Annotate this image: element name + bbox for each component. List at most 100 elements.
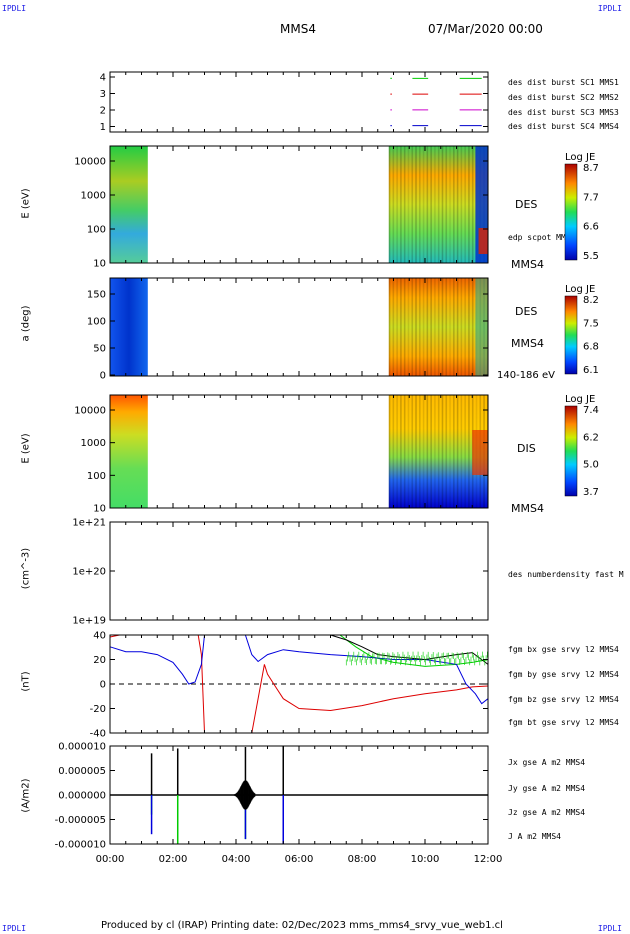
dis-energy-streak [441, 395, 444, 508]
des-pitch-streak [460, 278, 463, 376]
des-pitch-streak [419, 278, 421, 376]
ytick-label-current: -0.000010 [55, 840, 106, 851]
des-energy-streak [407, 146, 410, 263]
dis-energy-colorbar [564, 405, 578, 497]
legend-density: des numberdensity fast M [508, 570, 624, 579]
des-energy-streak [434, 146, 436, 263]
dis-energy-streak [419, 395, 421, 508]
des-energy-streak [422, 146, 425, 263]
ytick-label-des_pitch: 100 [87, 317, 106, 328]
des-energy-colorbar [564, 163, 578, 261]
ytick-label-dis_energy: 1000 [81, 438, 106, 449]
ytick-label-des_energy: 100 [87, 225, 106, 236]
corner-mark-bottom-left: IPDLI [2, 924, 27, 933]
time-axis-label: 08:00 [348, 854, 377, 865]
label-des-energy-sc: MMS4 [511, 258, 544, 271]
time-axis-label: 12:00 [474, 854, 503, 865]
dis-energy-streak [430, 395, 432, 508]
dis-energy-colorbar-tick: 3.7 [583, 487, 599, 498]
des-energy-streak [426, 146, 429, 263]
dis-energy-streak [407, 395, 410, 508]
corner-mark-top-left: IPDLI [2, 4, 27, 13]
date-title: 07/Mar/2020 00:00 [428, 22, 543, 36]
dis-energy-red-patch [472, 430, 488, 475]
des-energy-streak [445, 146, 448, 263]
ytick-label-des_energy: 10000 [74, 157, 106, 168]
des-energy-colorbar-title: Log JE [565, 152, 595, 163]
legend-by: fgm by gse srvy l2 MMS4 [508, 670, 619, 679]
ytick-label-current: -0.000005 [55, 815, 106, 826]
legend-jz: Jz gse A m2 MMS4 [508, 808, 586, 817]
des-pitch-streak [434, 278, 436, 376]
des-energy-colorbar-tick: 8.7 [583, 163, 599, 174]
des-pitch-streak [464, 278, 466, 376]
des-energy-streak [456, 146, 459, 263]
des-pitch-colorbar [564, 295, 578, 375]
footer-credit: Produced by cl (IRAP) Printing date: 02/… [101, 920, 503, 931]
ytick-label-density: 1e+21 [72, 518, 106, 529]
dis-energy-streak [396, 395, 398, 508]
des-energy-streak [415, 146, 417, 263]
des-energy-streak [441, 146, 444, 263]
des-energy-streak [460, 146, 463, 263]
dis-energy-colorbar-tick: 6.2 [583, 432, 599, 443]
label-des-pitch: DES [515, 305, 538, 318]
ytick-label-current: 0.000010 [58, 742, 106, 753]
des-pitch-streak [422, 278, 425, 376]
des-pitch-colorbar-tick: 6.8 [583, 342, 599, 353]
des-energy-streak [403, 146, 406, 263]
des-energy-block-late [388, 146, 488, 263]
ytick-label-des_pitch: 50 [93, 344, 106, 355]
panel-frame-availability [109, 71, 489, 133]
dis-energy-streak [415, 395, 417, 508]
ytick-label-bfield: 40 [93, 631, 106, 642]
dis-energy-streak [388, 395, 391, 508]
dis-energy-streak [437, 395, 440, 508]
dis-energy-block-late [388, 395, 488, 508]
ytick-label-bfield: 20 [93, 655, 106, 666]
ytick-label-des_pitch: 0 [100, 371, 106, 382]
ytick-label-bfield: 0 [100, 680, 106, 691]
ytick-label-current: 0.000000 [58, 791, 106, 802]
des-pitch-streak [468, 278, 470, 376]
dis-energy-streak [449, 395, 451, 508]
des-pitch-edge [475, 278, 488, 376]
time-axis-label: 10:00 [411, 854, 440, 865]
des-energy-block-early [110, 146, 148, 263]
label-dis-energy-sc: MMS4 [511, 502, 544, 515]
des-pitch-streak [392, 278, 395, 376]
ytick-label-availability: 2 [100, 106, 106, 117]
ytick-label-density: 1e+19 [72, 616, 106, 627]
ytick-label-dis_energy: 100 [87, 471, 106, 482]
corner-mark-bottom-right: IPDLI [597, 924, 622, 933]
ytick-label-des_energy: 10 [93, 259, 106, 270]
dis-energy-streak [403, 395, 406, 508]
des-energy-streak [468, 146, 470, 263]
des-pitch-colorbar-tick: 6.1 [583, 365, 599, 376]
legend-mms2: des dist burst SC2 MMS2 [508, 93, 619, 102]
des-pitch-streak [437, 278, 440, 376]
ytick-label-availability: 3 [100, 89, 106, 100]
dis-energy-streak [426, 395, 429, 508]
panel-frame-density [109, 521, 489, 621]
dis-energy-streak [456, 395, 459, 508]
ytick-label-dis_energy: 10 [93, 504, 106, 515]
label-dis-energy: DIS [517, 442, 536, 455]
des-pitch-streak [415, 278, 417, 376]
des-energy-streak [388, 146, 391, 263]
dis-energy-streak [445, 395, 448, 508]
legend-mms1: des dist burst SC1 MMS1 [508, 78, 619, 87]
des-energy-streak [453, 146, 455, 263]
dis-energy-streak [392, 395, 395, 508]
des-pitch-block-late [388, 278, 488, 376]
des-energy-colorbar-tick: 6.6 [583, 222, 599, 233]
legend-jx: Jx gse A m2 MMS4 [508, 758, 586, 767]
label-scpot: edp scpot MMS4 [508, 233, 576, 242]
des-pitch-colorbar-title: Log JE [565, 284, 595, 295]
des-pitch-block-early [110, 278, 148, 376]
ytick-label-availability: 1 [100, 122, 106, 133]
legend-mms4: des dist burst SC4 MMS4 [508, 122, 619, 131]
label-pitch-energy: 140-186 eV [497, 370, 555, 381]
des-pitch-streak [411, 278, 414, 376]
legend-bx: fgm bx gse srvy l2 MMS4 [508, 645, 619, 654]
